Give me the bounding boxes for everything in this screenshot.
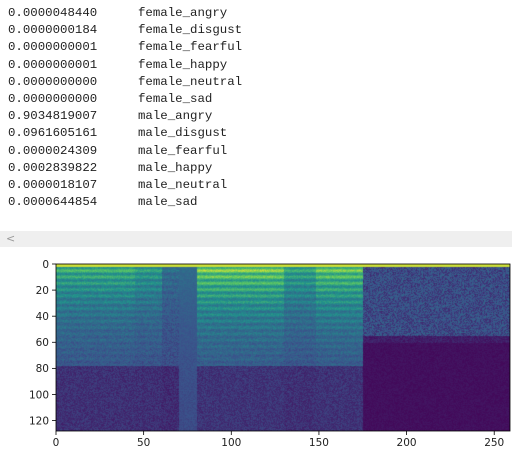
- output-row: 0.0000644854 male_sad: [8, 194, 508, 211]
- spectrogram-image: [56, 264, 510, 431]
- y-tick-label: 80: [36, 363, 49, 375]
- x-tick-label: 150: [309, 437, 329, 449]
- probability-value: 0.0000000001: [8, 40, 98, 55]
- x-tick-label: 200: [397, 437, 417, 449]
- probability-value: 0.0002839822: [8, 160, 98, 175]
- y-tick-label: 120: [29, 415, 49, 427]
- y-tick-label: 40: [36, 311, 49, 323]
- x-tick-label: 250: [484, 437, 504, 449]
- emotion-label: male_angry: [138, 109, 213, 124]
- output-row: 0.0000000000 female_sad: [8, 91, 508, 108]
- spectrogram-figure: 0 20 40 60 80 100 120 0 50 100 150 200 250: [0, 252, 512, 454]
- output-row: 0.0000000184 female_disgust: [8, 22, 508, 39]
- emotion-label: male_fearful: [138, 143, 228, 158]
- emotion-label: male_neutral: [138, 178, 228, 193]
- emotion-label: female_fearful: [138, 40, 243, 55]
- emotion-label: male_disgust: [138, 126, 228, 141]
- emotion-label: male_sad: [138, 195, 198, 210]
- probability-value: 0.0961605161: [8, 126, 98, 141]
- probability-value: 0.0000048440: [8, 6, 98, 20]
- prediction-output: 0.0000048440 female_angry 0.0000000184 fema…: [8, 5, 508, 211]
- plot-frame: [55, 263, 511, 432]
- x-tick-label: 100: [221, 437, 241, 449]
- output-row: 0.0000018107 male_neutral: [8, 177, 508, 194]
- output-row: 0.0000048440 female_angry: [8, 5, 508, 22]
- y-tick-label: 100: [29, 389, 49, 401]
- emotion-label: female_neutral: [138, 74, 243, 89]
- x-tick-label: 0: [53, 437, 60, 449]
- output-row: 0.0000000001 female_fearful: [8, 39, 508, 56]
- output-row: 0.0000024309 male_fearful: [8, 143, 508, 160]
- chevron-left-icon[interactable]: <: [6, 232, 16, 245]
- x-axis: 0 50 100 150 200 250: [53, 431, 504, 449]
- probability-value: 0.0000024309: [8, 143, 98, 158]
- y-tick-label: 0: [42, 259, 49, 271]
- output-row: 0.0000000001 female_happy: [8, 57, 508, 74]
- output-row: 0.0002839822 male_happy: [8, 160, 508, 177]
- emotion-label: female_disgust: [138, 23, 243, 38]
- y-tick-label: 20: [36, 285, 49, 297]
- probability-value: 0.0000018107: [8, 178, 98, 193]
- y-axis: 0 20 40 60 80 100 120: [29, 259, 56, 427]
- x-tick-label: 50: [137, 437, 150, 449]
- horizontal-scrollbar[interactable]: <: [0, 231, 512, 247]
- emotion-label: male_happy: [138, 160, 213, 175]
- emotion-label: female_sad: [138, 92, 213, 107]
- spectrogram-plot: 0 20 40 60 80 100 120 0 50 100 150 200 250: [29, 259, 511, 449]
- output-row: 0.9034819007 male_angry: [8, 108, 508, 125]
- y-tick-label: 60: [36, 337, 49, 349]
- emotion-label: female_happy: [138, 57, 228, 72]
- probability-value: 0.0000000000: [8, 74, 98, 89]
- emotion-label: female_angry: [138, 6, 228, 20]
- probability-value: 0.0000644854: [8, 195, 98, 210]
- probability-value: 0.0000000000: [8, 92, 98, 107]
- output-row: 0.0961605161 male_disgust: [8, 125, 508, 142]
- probability-value: 0.0000000184: [8, 23, 98, 38]
- probability-value: 0.9034819007: [8, 109, 98, 124]
- probability-value: 0.0000000001: [8, 57, 98, 72]
- output-row: 0.0000000000 female_neutral: [8, 74, 508, 91]
